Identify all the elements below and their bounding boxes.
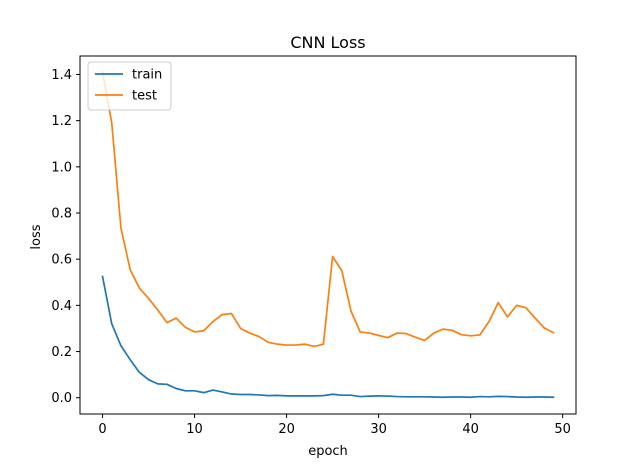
- plot-area: [101, 71, 555, 399]
- y-tick-label: 1.0: [51, 160, 72, 175]
- y-tick-label: 1.2: [51, 114, 72, 129]
- y-tick-label: 1.4: [51, 68, 72, 83]
- series-line-train: [101, 275, 555, 399]
- x-tick-label: 20: [278, 422, 295, 437]
- x-tick-label: 0: [98, 422, 106, 437]
- x-tick-label: 30: [370, 422, 387, 437]
- x-tick-label: 10: [186, 422, 203, 437]
- y-tick-label: 0.6: [51, 253, 72, 268]
- legend: train test: [87, 61, 172, 111]
- chart-title: CNN Loss: [290, 33, 365, 52]
- y-axis-label: loss: [29, 224, 44, 249]
- legend-label-train: train: [132, 68, 162, 83]
- axes-layer: 0 10 20 30 40 50 0.0 0.2 0.4 0.6 0.8 1.0 1.2 1.4: [51, 55, 577, 437]
- y-tick-label: 0.8: [51, 207, 72, 222]
- x-axis-label: epoch: [308, 444, 348, 459]
- x-tick-label: 50: [554, 422, 571, 437]
- y-tick-label: 0.4: [51, 299, 72, 314]
- legend-label-test: test: [132, 89, 157, 104]
- series-line-test: [101, 71, 555, 348]
- y-tick-label: 0.0: [51, 391, 72, 406]
- x-tick-label: 40: [462, 422, 479, 437]
- y-tick-label: 0.2: [51, 345, 72, 360]
- axes-frame: [79, 55, 577, 415]
